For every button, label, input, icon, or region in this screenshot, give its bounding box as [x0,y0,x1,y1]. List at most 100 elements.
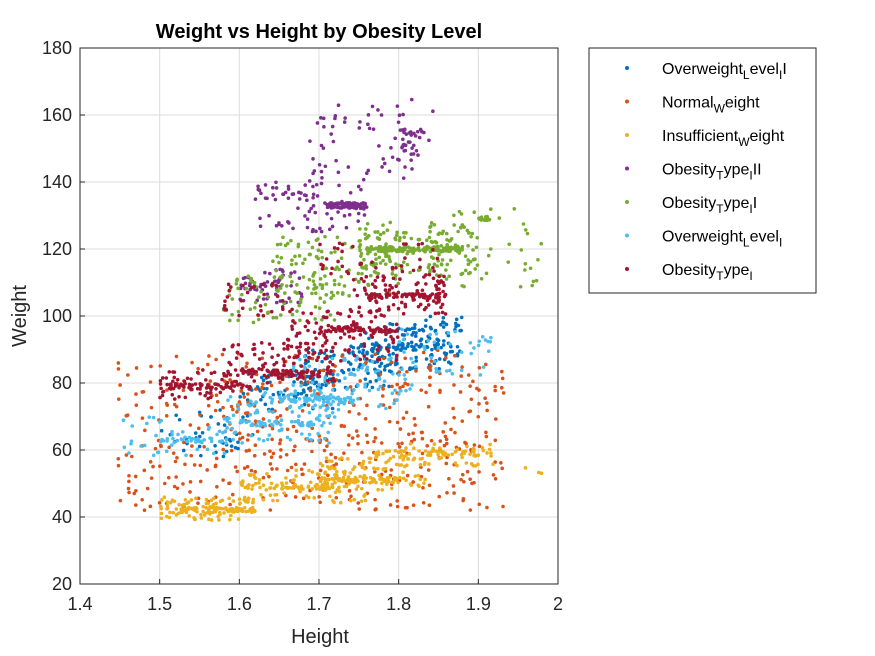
data-point [268,449,272,453]
data-point [190,437,195,441]
data-point [350,436,355,440]
data-point [396,306,401,311]
data-point [278,414,283,418]
data-point [415,129,420,134]
data-point [275,294,280,298]
data-point [459,315,464,320]
data-point [485,505,489,510]
data-point [418,257,422,262]
data-point [252,453,257,458]
data-point [377,236,381,241]
data-point [225,508,230,513]
data-point [142,443,147,448]
data-point [335,291,340,295]
data-point [306,286,310,290]
data-point [405,473,410,478]
data-point [176,432,180,437]
data-point [208,436,212,440]
data-point [247,448,251,453]
data-point [275,467,279,471]
data-point [161,389,166,394]
data-point [459,368,464,373]
data-point [310,229,315,234]
data-point [441,316,446,320]
data-point [200,430,205,435]
data-point [437,446,442,450]
data-point [376,487,380,492]
data-point [269,373,274,377]
data-point [320,283,325,288]
data-point [346,368,351,372]
data-point [324,383,328,388]
legend-item: OverweightLevelI [625,229,782,250]
y-tick-label: 140 [42,172,72,192]
data-point [441,289,445,294]
data-point [411,480,416,484]
data-point [127,479,131,484]
data-point [342,400,347,405]
data-point [253,481,258,486]
data-point [370,385,375,390]
data-point [326,395,330,400]
data-point [377,245,381,249]
data-point [413,134,418,138]
data-point [290,258,294,262]
data-point [523,466,528,470]
data-point [394,358,399,362]
data-point [303,214,307,218]
data-point [373,343,377,348]
data-point [242,505,247,510]
data-point [272,275,277,279]
data-point [444,231,449,236]
data-point [347,348,351,352]
data-point [444,268,448,272]
data-point [270,437,274,442]
data-point [307,468,311,473]
data-point [267,342,272,346]
data-point [361,348,366,353]
data-point [299,484,304,488]
data-point [300,432,304,436]
data-point [268,508,273,512]
data-point [213,506,218,511]
data-point [314,254,319,259]
data-point [317,383,321,387]
data-point [330,124,335,129]
data-point [241,383,245,388]
data-point [352,353,357,358]
data-point [349,327,353,331]
data-point [382,161,387,166]
data-point [241,418,246,423]
data-point [305,198,309,203]
data-point [257,481,261,485]
data-point [369,273,373,278]
data-point [362,330,367,334]
data-point [400,441,404,446]
data-point [369,328,373,333]
data-point [329,464,334,469]
data-point [347,294,351,298]
data-point [336,407,341,412]
data-point [384,242,388,246]
data-point [362,286,367,291]
data-point [213,408,218,413]
data-point [279,223,284,228]
data-point [290,327,295,331]
data-point [377,357,382,362]
data-point [438,322,443,327]
data-point [392,477,397,482]
data-point [304,393,309,398]
data-point [386,349,391,353]
data-point [331,362,335,367]
data-point [426,462,431,466]
data-point [422,130,426,135]
data-point [326,328,331,333]
data-point [328,313,333,317]
y-tick-label: 80 [52,373,72,393]
data-point [340,242,345,247]
data-point [364,171,369,175]
data-point [151,415,156,420]
data-point [214,387,218,391]
data-point [208,506,212,511]
data-point [299,467,304,472]
